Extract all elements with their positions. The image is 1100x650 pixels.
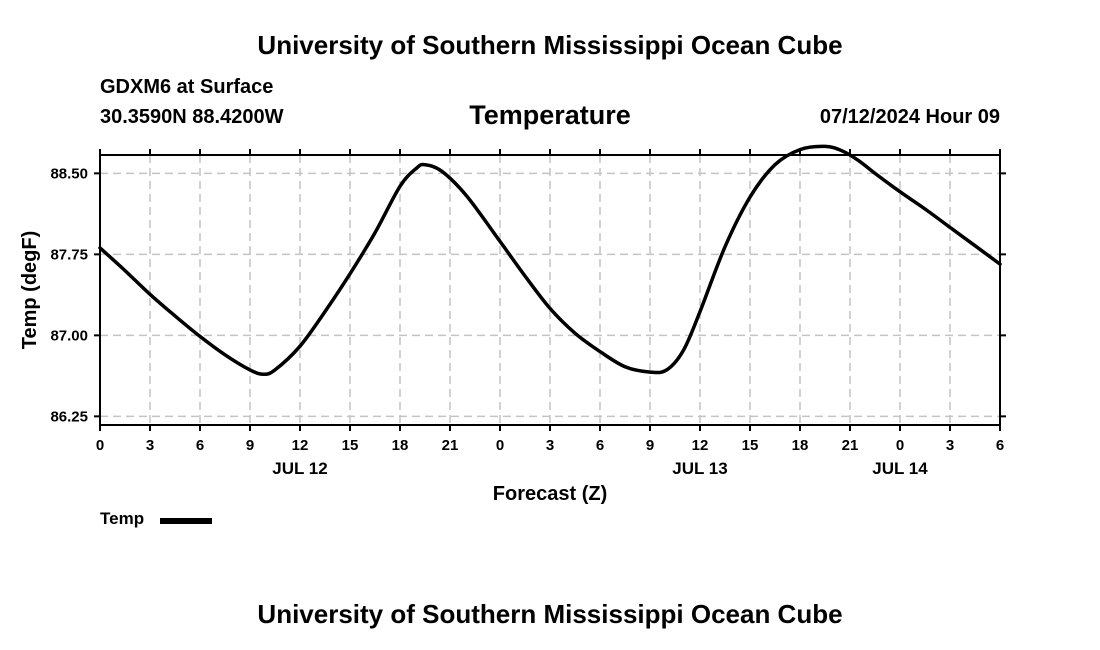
footer-title: University of Southern Mississippi Ocean… [257, 599, 843, 629]
y-tick-label: 87.75 [50, 246, 88, 263]
x-tick-label: 12 [292, 437, 309, 454]
temp-series-line [98, 144, 1002, 376]
y-tick-label: 87.00 [50, 327, 88, 344]
y-tick-label: 86.25 [50, 408, 88, 425]
coordinates-label: 30.3590N 88.4200W [100, 106, 284, 128]
y-tick-label: 88.50 [50, 165, 88, 182]
x-tick-label: 9 [646, 437, 654, 454]
x-tick-label: 18 [392, 437, 409, 454]
x-tick-label: 0 [96, 437, 104, 454]
page-title: University of Southern Mississippi Ocean… [257, 30, 843, 60]
x-axis-label: Forecast (Z) [493, 483, 607, 505]
grid [100, 155, 1000, 425]
x-tick-label: 21 [842, 437, 859, 454]
x-tick-label: 6 [596, 437, 604, 454]
x-day-label: JUL 12 [272, 459, 327, 478]
y-axis-label: Temp (degF) [19, 231, 41, 350]
x-tick-label: 9 [246, 437, 254, 454]
x-tick-label: 0 [496, 437, 504, 454]
x-tick-label: 15 [742, 437, 759, 454]
x-tick-label: 6 [196, 437, 204, 454]
station-label: GDXM6 at Surface [100, 76, 274, 98]
legend-label: Temp [100, 509, 145, 528]
x-tick-label: 3 [546, 437, 554, 454]
chart-title: Temperature [469, 100, 631, 130]
series-layer [98, 144, 1002, 376]
x-day-label: JUL 14 [872, 459, 928, 478]
x-tick-label: 0 [896, 437, 904, 454]
ticks: 0 3 6 9 12 15 18 21 0 3 6 9 12 15 18 21 0 3 6 JUL 12 JUL 13 J… [50, 149, 1006, 478]
x-tick-label: 15 [342, 437, 359, 454]
x-tick-label: 3 [146, 437, 154, 454]
x-day-label: JUL 13 [672, 459, 727, 478]
x-tick-label: 12 [692, 437, 709, 454]
x-tick-label: 3 [946, 437, 954, 454]
forecast-datetime: 07/12/2024 Hour 09 [819, 106, 1000, 128]
x-tick-label: 21 [442, 437, 459, 454]
x-tick-label: 18 [792, 437, 809, 454]
legend-line-swatch [160, 518, 212, 524]
x-tick-label: 6 [996, 437, 1004, 454]
